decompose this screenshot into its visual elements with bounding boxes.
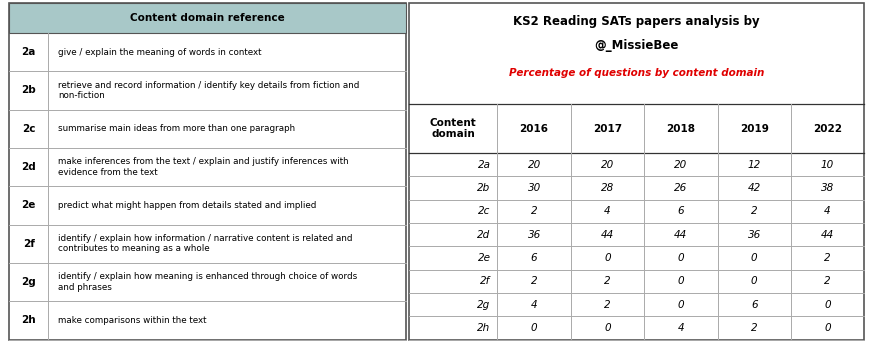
- Text: 4: 4: [824, 206, 831, 216]
- Text: 2: 2: [824, 253, 831, 263]
- Text: 6: 6: [751, 299, 758, 310]
- Text: 2d: 2d: [21, 162, 36, 172]
- Text: 0: 0: [751, 253, 758, 263]
- Text: 0: 0: [751, 276, 758, 286]
- Text: 4: 4: [531, 299, 538, 310]
- Text: 2e: 2e: [478, 253, 491, 263]
- Text: 0: 0: [824, 323, 831, 333]
- Text: 2h: 2h: [21, 316, 36, 326]
- Text: 2f: 2f: [480, 276, 491, 286]
- Text: 20: 20: [674, 160, 687, 170]
- Text: 2d: 2d: [478, 229, 491, 240]
- Text: predict what might happen from details stated and implied: predict what might happen from details s…: [58, 201, 317, 210]
- Text: 6: 6: [677, 206, 684, 216]
- Text: 2a: 2a: [22, 47, 36, 57]
- Text: 6: 6: [531, 253, 538, 263]
- Text: 0: 0: [677, 253, 684, 263]
- Text: 0: 0: [677, 299, 684, 310]
- Text: Content domain reference: Content domain reference: [130, 13, 285, 23]
- Text: 36: 36: [747, 229, 761, 240]
- Text: 38: 38: [821, 183, 835, 193]
- Text: Percentage of questions by content domain: Percentage of questions by content domai…: [509, 68, 764, 78]
- Text: 44: 44: [601, 229, 614, 240]
- Text: give / explain the meaning of words in context: give / explain the meaning of words in c…: [58, 48, 262, 57]
- Text: 28: 28: [601, 183, 614, 193]
- Text: 4: 4: [604, 206, 611, 216]
- Text: make inferences from the text / explain and justify inferences with
evidence fro: make inferences from the text / explain …: [58, 157, 349, 177]
- Text: 2017: 2017: [593, 123, 622, 134]
- Text: 2: 2: [751, 323, 758, 333]
- Text: 44: 44: [674, 229, 687, 240]
- Text: 26: 26: [674, 183, 687, 193]
- Text: 2a: 2a: [478, 160, 491, 170]
- Text: 2b: 2b: [478, 183, 491, 193]
- Text: 2022: 2022: [813, 123, 842, 134]
- Text: 2c: 2c: [22, 124, 35, 134]
- Text: retrieve and record information / identify key details from fiction and
non-fict: retrieve and record information / identi…: [58, 81, 360, 100]
- Text: 2018: 2018: [666, 123, 696, 134]
- Text: 2: 2: [604, 276, 611, 286]
- Text: 2b: 2b: [21, 85, 36, 95]
- Text: 0: 0: [604, 323, 611, 333]
- Text: identify / explain how information / narrative content is related and
contribute: identify / explain how information / nar…: [58, 234, 353, 253]
- Text: 2: 2: [824, 276, 831, 286]
- Text: 0: 0: [824, 299, 831, 310]
- Text: 0: 0: [531, 323, 538, 333]
- Bar: [9, 3, 406, 33]
- Text: 2c: 2c: [478, 206, 491, 216]
- Text: 2g: 2g: [478, 299, 491, 310]
- Text: 2: 2: [751, 206, 758, 216]
- Text: 2019: 2019: [739, 123, 768, 134]
- Text: 10: 10: [821, 160, 835, 170]
- Text: summarise main ideas from more than one paragraph: summarise main ideas from more than one …: [58, 124, 295, 133]
- Text: KS2 Reading SATs papers analysis by: KS2 Reading SATs papers analysis by: [513, 15, 760, 28]
- Text: 2g: 2g: [21, 277, 36, 287]
- Text: 2h: 2h: [478, 323, 491, 333]
- Text: make comparisons within the text: make comparisons within the text: [58, 316, 207, 325]
- Text: 44: 44: [821, 229, 835, 240]
- Text: 0: 0: [677, 276, 684, 286]
- Text: 2: 2: [531, 276, 538, 286]
- Text: 30: 30: [527, 183, 540, 193]
- Text: 12: 12: [747, 160, 761, 170]
- Text: 0: 0: [604, 253, 611, 263]
- Text: identify / explain how meaning is enhanced through choice of words
and phrases: identify / explain how meaning is enhanc…: [58, 272, 358, 292]
- Text: 2: 2: [604, 299, 611, 310]
- Text: Content
domain: Content domain: [430, 118, 477, 140]
- Text: 42: 42: [747, 183, 761, 193]
- Text: 2: 2: [531, 206, 538, 216]
- Text: 2016: 2016: [519, 123, 548, 134]
- Text: 36: 36: [527, 229, 540, 240]
- Text: 4: 4: [677, 323, 684, 333]
- Text: @_MissieBee: @_MissieBee: [595, 39, 678, 52]
- Text: 2e: 2e: [22, 200, 36, 211]
- Text: 2f: 2f: [23, 239, 35, 249]
- Text: 20: 20: [527, 160, 540, 170]
- Text: 20: 20: [601, 160, 614, 170]
